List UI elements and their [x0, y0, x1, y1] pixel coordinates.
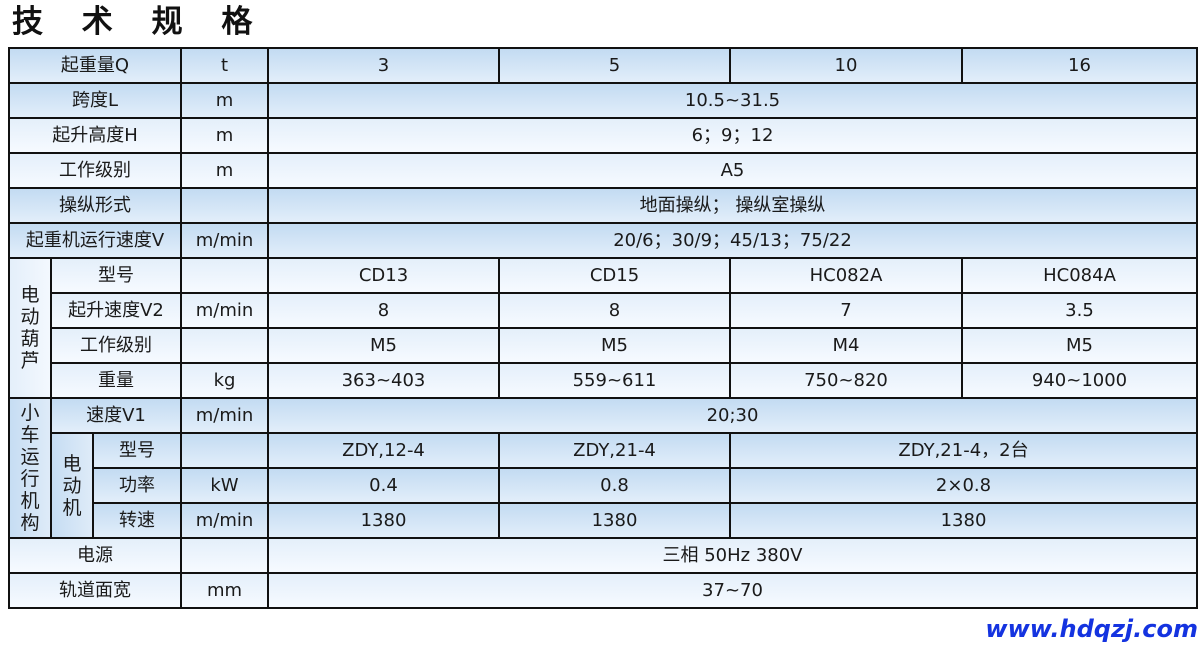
table-row: 工作级别 m A5: [8, 152, 1198, 189]
table-row: 起重机运行速度V m/min 20/6；30/9；45/13；75/22: [8, 222, 1198, 259]
value-cell: 37~70: [267, 572, 1198, 609]
unit-cell: m: [180, 117, 269, 154]
spec-table: 起重量Q t 3 5 10 16 跨度L m 10.5~31.5 起升高度H m…: [8, 47, 1198, 609]
group-label-motor: 电动机: [50, 432, 94, 539]
row-label: 速度V1: [50, 397, 182, 434]
table-row: 电动机 型号 ZDY,12-4 ZDY,21-4 ZDY,21-4，2台: [9, 432, 1198, 539]
value-cell: M5: [961, 327, 1198, 364]
row-label: 转速: [92, 502, 182, 539]
value-cell: ZDY,21-4: [498, 432, 731, 469]
row-label: 起升速度V2: [50, 292, 182, 329]
value-cell: 8: [498, 292, 731, 329]
row-label: 型号: [92, 432, 182, 469]
table-row: 工作级别 M5 M5 M4 M5: [9, 327, 1198, 364]
row-label: 轨道面宽: [8, 572, 182, 609]
row-label: 工作级别: [8, 152, 182, 189]
value-cell: 20/6；30/9；45/13；75/22: [267, 222, 1198, 259]
row-label: 功率: [92, 467, 182, 504]
unit-cell: mm: [180, 572, 269, 609]
value-cell: 10: [729, 47, 963, 84]
watermark: www.hdqzj.com: [985, 615, 1198, 643]
value-cell: 10.5~31.5: [267, 82, 1198, 119]
unit-cell: [180, 257, 269, 294]
value-cell: 6；9；12: [267, 117, 1198, 154]
value-cell: 363~403: [267, 362, 500, 399]
value-cell: HC084A: [961, 257, 1198, 294]
unit-cell: m: [180, 82, 269, 119]
unit-cell: [180, 432, 269, 469]
row-label: 起重机运行速度V: [8, 222, 182, 259]
table-row: 功率 kW 0.4 0.8 2×0.8: [9, 467, 1198, 504]
value-cell: CD13: [267, 257, 500, 294]
value-cell: 地面操纵； 操纵室操纵: [267, 187, 1198, 224]
value-cell: 5: [498, 47, 731, 84]
value-cell: 16: [961, 47, 1198, 84]
table-row: 电源 三相 50Hz 380V: [8, 537, 1198, 574]
row-label: 起升高度H: [8, 117, 182, 154]
row-label: 电源: [8, 537, 182, 574]
table-row: 转速 m/min 1380 1380 1380: [9, 502, 1198, 539]
value-cell: ZDY,21-4，2台: [729, 432, 1198, 469]
table-row: 起重量Q t 3 5 10 16: [8, 47, 1198, 84]
row-label: 重量: [50, 362, 182, 399]
value-cell: 20;30: [267, 397, 1198, 434]
table-row: 轨道面宽 mm 37~70: [8, 572, 1198, 609]
value-cell: M5: [498, 327, 731, 364]
value-cell: 3: [267, 47, 500, 84]
value-cell: 0.8: [498, 467, 731, 504]
value-cell: 3.5: [961, 292, 1198, 329]
unit-cell: m/min: [180, 397, 269, 434]
value-cell: HC082A: [729, 257, 963, 294]
group-label-hoist: 电动葫芦: [8, 257, 52, 399]
table-row: 小车运行机构 速度V1 m/min 20;30: [8, 397, 1198, 539]
table-row: 电动葫芦 型号 CD13 CD15 HC082A HC084A: [8, 257, 1198, 399]
value-cell: 2×0.8: [729, 467, 1198, 504]
value-cell: 三相 50Hz 380V: [267, 537, 1198, 574]
unit-cell: m/min: [180, 222, 269, 259]
unit-cell: m: [180, 152, 269, 189]
table-row: 操纵形式 地面操纵； 操纵室操纵: [8, 187, 1198, 224]
value-cell: 1380: [267, 502, 500, 539]
value-cell: ZDY,12-4: [267, 432, 500, 469]
page-title: 技 术 规 格: [12, 4, 267, 40]
value-cell: 559~611: [498, 362, 731, 399]
unit-cell: [180, 327, 269, 364]
table-row: 起升高度H m 6；9；12: [8, 117, 1198, 154]
unit-cell: kW: [180, 467, 269, 504]
unit-cell: [180, 187, 269, 224]
value-cell: 750~820: [729, 362, 963, 399]
row-label: 跨度L: [8, 82, 182, 119]
unit-cell: m/min: [180, 292, 269, 329]
value-cell: M5: [267, 327, 500, 364]
table-row: 起升速度V2 m/min 8 8 7 3.5: [9, 292, 1198, 329]
row-label: 起重量Q: [8, 47, 182, 84]
row-label: 型号: [50, 257, 182, 294]
value-cell: 1380: [498, 502, 731, 539]
value-cell: A5: [267, 152, 1198, 189]
group-label-trolley: 小车运行机构: [8, 397, 52, 539]
unit-cell: m/min: [180, 502, 269, 539]
table-row: 跨度L m 10.5~31.5: [8, 82, 1198, 119]
value-cell: 8: [267, 292, 500, 329]
value-cell: 1380: [729, 502, 1198, 539]
value-cell: M4: [729, 327, 963, 364]
unit-cell: t: [180, 47, 269, 84]
value-cell: 940~1000: [961, 362, 1198, 399]
value-cell: 7: [729, 292, 963, 329]
row-label: 操纵形式: [8, 187, 182, 224]
unit-cell: kg: [180, 362, 269, 399]
value-cell: CD15: [498, 257, 731, 294]
row-label: 工作级别: [50, 327, 182, 364]
table-row: 重量 kg 363~403 559~611 750~820 940~1000: [9, 362, 1198, 399]
unit-cell: [180, 537, 269, 574]
value-cell: 0.4: [267, 467, 500, 504]
